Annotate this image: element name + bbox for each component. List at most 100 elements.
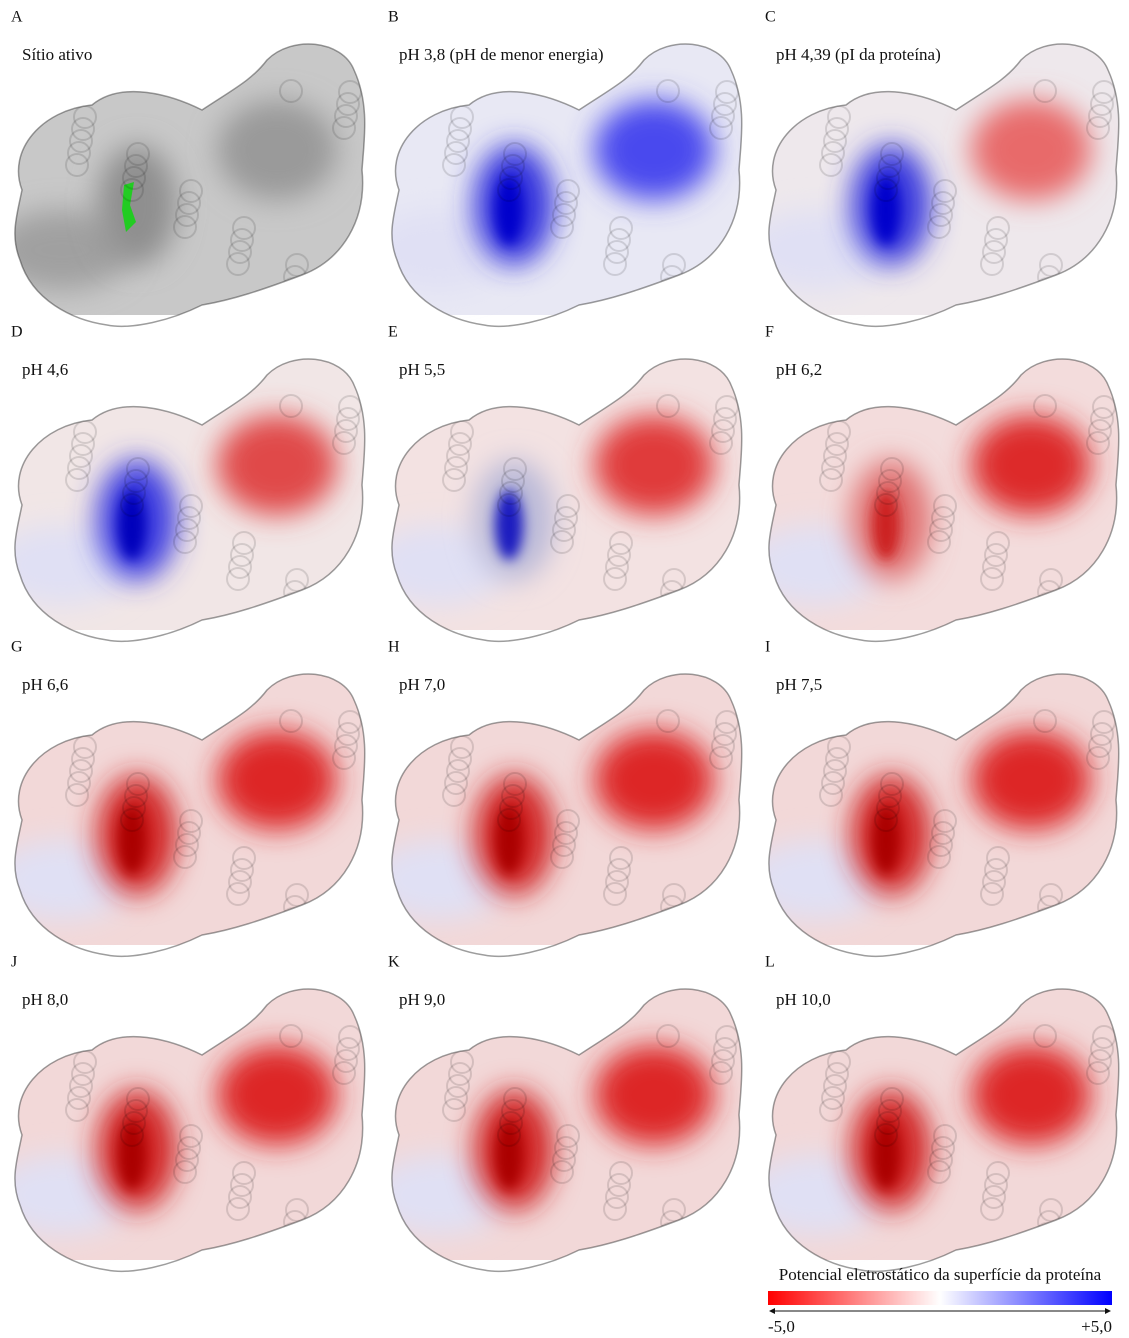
surface-bump [607,1173,631,1197]
surface-shade [391,210,509,290]
surface-bump [332,746,356,770]
surface-bump [662,568,686,592]
surface-bump [927,215,951,239]
surface-bump [927,845,951,869]
surface-bump [933,1124,957,1148]
surface-bump [285,1198,309,1222]
surface-bump [823,759,847,783]
surface-bump [446,129,470,153]
panel: DpH 4,6 [11,324,366,643]
surface-bump [122,481,146,505]
surface-bump [927,1160,951,1184]
surface-bump [774,68,798,92]
surface-bump [499,481,523,505]
panel-letter: F [765,324,774,341]
surface-bump [69,759,93,783]
surface-bump [332,116,356,140]
panel-letter: H [388,639,400,656]
surface-bump [332,1061,356,1085]
panel-letter: I [765,639,770,656]
surface-bump [709,116,733,140]
surface-bump [501,154,525,178]
surface-shade [14,210,132,290]
surface-bump [444,141,468,165]
surface-bump [503,142,527,166]
surface-bump [1086,431,1110,455]
surface-bump [876,1111,900,1135]
panel-label: pH 7,5 [776,675,822,694]
surface-bump [550,1160,574,1184]
surface-bump [931,1136,955,1160]
surface-bump [986,531,1010,555]
surface-outline [391,43,743,328]
surface-bump [232,216,256,240]
surface-bump [982,240,1006,264]
surface-bump [711,1049,735,1073]
surface-bump [230,228,254,252]
surface-bump [874,808,898,832]
right-cavity [594,730,714,830]
surface-bump [1033,709,1057,733]
right-cavity [971,100,1091,200]
surface-bump [397,698,421,722]
surface-bump [984,858,1008,882]
surface-bump [69,129,93,153]
surface-bump [711,734,735,758]
surface-bump [336,1037,360,1061]
left-core [118,805,146,875]
right-cavity [971,415,1091,515]
surface-bump [67,1086,91,1110]
surface-bump [336,407,360,431]
surface-bump [984,543,1008,567]
surface-bump [448,747,472,771]
surface-bump [609,846,633,870]
surface-bump [821,456,845,480]
panel: JpH 8,0 [11,954,366,1273]
left-cavity [97,145,177,265]
surface-bump [1088,419,1112,443]
surface-bump [397,68,421,92]
surface-bump [880,772,904,796]
surface-bump [984,1173,1008,1197]
surface-bump [821,1086,845,1110]
left-core [872,175,900,245]
surface-bump [226,252,250,276]
surface-bump [173,215,197,239]
surface-bump [122,796,146,820]
surface-bump [1088,734,1112,758]
surface-bump [603,567,627,591]
surface-bump [279,394,303,418]
panel-label: pH 6,2 [776,360,822,379]
surface-bump [177,191,201,215]
surface-bump [232,846,256,870]
surface-bump [285,253,309,277]
surface-outline [14,358,366,643]
surface-bump [179,494,203,518]
left-core [495,1120,523,1190]
surface-bump [709,1061,733,1085]
surface-bump [819,468,843,492]
surface-bump [927,530,951,554]
surface-bump [825,1062,849,1086]
surface-outline [768,358,1120,643]
left-core [872,805,900,875]
surface-bump [126,142,150,166]
surface-bump [552,1148,576,1172]
surface-bump [550,530,574,554]
panel: IpH 7,5 [765,639,1120,958]
surface-bump [552,203,576,227]
panel: LpH 10,0 [765,954,1120,1273]
surface-bump [709,746,733,770]
panel-letter: G [11,639,23,656]
surface-bump [1086,1061,1110,1085]
surface-bump [448,432,472,456]
panel-label: pH 6,6 [22,675,68,694]
panel-letter: J [11,954,17,971]
surface-bump [656,1024,680,1048]
surface-bump [825,117,849,141]
surface-bump [605,1185,629,1209]
surface-bump [67,456,91,480]
surface-bump [713,92,737,116]
surface-bump [497,493,521,517]
